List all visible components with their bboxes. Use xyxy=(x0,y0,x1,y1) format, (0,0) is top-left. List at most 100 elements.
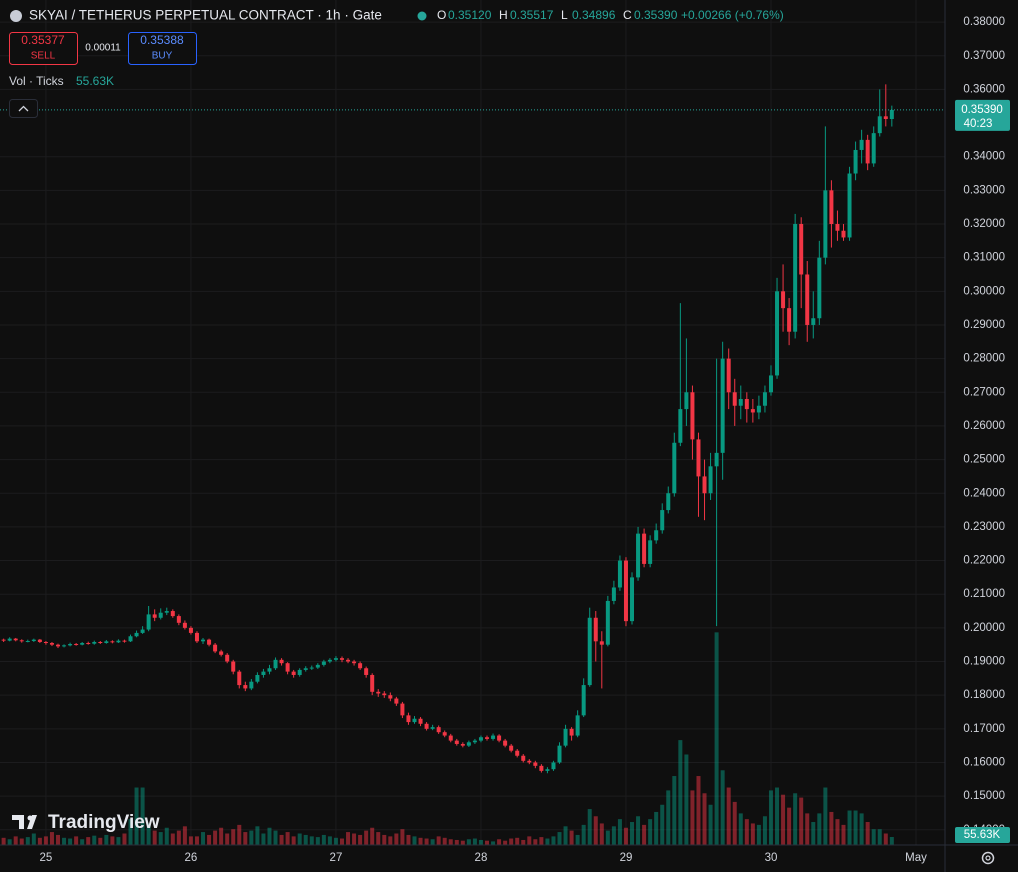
y-tick-label: 0.28000 xyxy=(963,353,1005,365)
candle-body xyxy=(176,616,181,623)
volume-last: 55.63K xyxy=(76,74,114,88)
candle-body xyxy=(515,750,520,756)
volume-bar xyxy=(805,813,810,845)
volume-bar xyxy=(539,837,544,845)
candle-body xyxy=(327,659,332,662)
candle-body xyxy=(744,399,749,410)
volume-bar xyxy=(207,834,212,845)
candle-body xyxy=(309,667,314,669)
candle-body xyxy=(80,643,85,645)
volume-name: Vol · Ticks xyxy=(9,74,64,88)
sell-button[interactable] xyxy=(9,32,78,65)
volume-bar xyxy=(581,824,586,845)
collapse-button[interactable] xyxy=(9,99,38,118)
volume-bar xyxy=(817,813,822,845)
candle-body xyxy=(623,560,628,622)
candle-body xyxy=(636,533,641,578)
volume-bar xyxy=(134,787,139,845)
volume-bar xyxy=(593,816,598,845)
volume-bar xyxy=(666,790,671,845)
buy-button[interactable] xyxy=(128,32,197,65)
x-tick-label: 26 xyxy=(185,852,198,864)
candle-body xyxy=(430,727,435,729)
volume-bar xyxy=(188,836,193,845)
candle-body xyxy=(62,645,67,647)
volume-bar xyxy=(104,834,109,845)
candle-body xyxy=(708,466,713,494)
candle-body xyxy=(68,644,73,646)
volume-bar xyxy=(454,839,459,845)
candle-body xyxy=(303,668,308,670)
volume-bar xyxy=(279,834,284,845)
candle-body xyxy=(436,727,441,733)
volume-pane xyxy=(1,632,894,845)
y-tick-label: 0.25000 xyxy=(963,454,1005,466)
candle-body xyxy=(503,740,508,746)
candle-body xyxy=(164,611,169,613)
candle-body xyxy=(871,133,876,164)
candle-body xyxy=(43,641,48,644)
volume-bar xyxy=(503,840,508,845)
volume-bar xyxy=(448,839,453,845)
volume-bar xyxy=(478,839,483,845)
x-tick-label: May xyxy=(905,852,927,864)
volume-bar xyxy=(533,839,538,845)
candle-body xyxy=(315,664,320,668)
volume-bar xyxy=(642,824,647,845)
ohlc-value: 0.34896 xyxy=(572,8,616,22)
volume-bar xyxy=(877,829,882,845)
ohlc-key: C xyxy=(623,8,632,22)
candle-body xyxy=(768,375,773,393)
candle-body xyxy=(158,612,163,618)
candle-body xyxy=(31,639,36,641)
volume-bar xyxy=(116,837,121,845)
candle-body xyxy=(418,718,423,724)
volume-bar xyxy=(515,837,520,845)
candle-body xyxy=(140,629,145,633)
volume-bar xyxy=(201,832,206,845)
candle-body xyxy=(25,640,30,642)
y-tick-label: 0.30000 xyxy=(963,285,1005,297)
volume-bar xyxy=(847,810,852,845)
volume-axis-label: 55.63K xyxy=(964,829,1001,841)
candle-body xyxy=(738,399,743,406)
candle-body xyxy=(364,668,369,675)
volume-bar xyxy=(152,830,157,845)
volume-bar xyxy=(19,838,24,845)
volume-bar xyxy=(267,827,272,845)
candle-body xyxy=(182,622,187,628)
volume-bar xyxy=(660,804,665,845)
y-tick-label: 0.16000 xyxy=(963,757,1005,769)
candle-body xyxy=(207,639,212,645)
candle-body xyxy=(569,728,574,736)
settings-icon[interactable] xyxy=(981,851,995,865)
candle-body xyxy=(291,671,296,675)
candle-body xyxy=(394,698,399,704)
volume-bar xyxy=(684,754,689,845)
x-tick-label: 29 xyxy=(620,852,633,864)
volume-bar xyxy=(605,830,610,845)
candle-body xyxy=(509,745,514,751)
candle-body xyxy=(412,718,417,723)
candle-body xyxy=(491,735,496,739)
candle-body xyxy=(497,735,502,741)
y-tick-label: 0.37000 xyxy=(963,50,1005,62)
candle-body xyxy=(587,617,592,686)
ohlc-key: O xyxy=(437,8,446,22)
candle-body xyxy=(339,658,344,660)
x-tick-label: 25 xyxy=(40,852,53,864)
candle-body xyxy=(261,671,266,675)
volume-bar xyxy=(611,826,616,845)
candle-body xyxy=(865,139,870,164)
x-tick-label: 28 xyxy=(475,852,488,864)
volume-bar xyxy=(599,823,604,845)
candle-body xyxy=(617,560,622,588)
candle-body xyxy=(13,638,18,641)
candle-body xyxy=(889,109,894,120)
x-tick-label: 30 xyxy=(765,852,778,864)
candle-body xyxy=(811,318,816,325)
volume-bar xyxy=(213,830,218,845)
volume-bar xyxy=(563,826,568,845)
ohlc-value: 0.35390 xyxy=(634,8,678,22)
volume-bar xyxy=(630,822,635,845)
